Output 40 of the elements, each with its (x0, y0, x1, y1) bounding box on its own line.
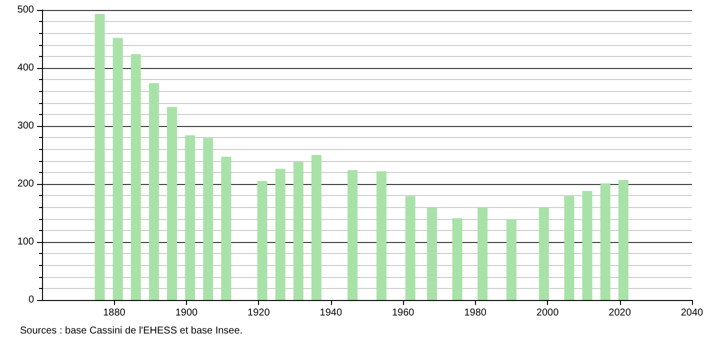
bar (600, 183, 610, 300)
x-tick-label: 1980 (464, 308, 487, 318)
bar (506, 219, 516, 300)
y-tick-label: 0 (28, 294, 34, 306)
y-tick-label: 400 (17, 62, 34, 74)
bar (376, 171, 386, 300)
bar (582, 190, 592, 300)
x-tick-label: 1960 (392, 308, 415, 318)
x-tick-label: 2040 (680, 308, 704, 318)
x-tick-label: 1920 (248, 308, 270, 318)
bar (94, 14, 105, 300)
bar (167, 106, 177, 300)
y-tick-label: 300 (17, 120, 34, 132)
bar (618, 180, 628, 300)
bar (427, 207, 437, 300)
bar (221, 156, 232, 300)
bar (203, 138, 214, 300)
bar (538, 207, 549, 300)
bar (112, 38, 123, 300)
bar (130, 54, 141, 300)
bar (348, 170, 358, 300)
bar (293, 162, 304, 300)
x-tick-label: 2000 (536, 308, 560, 318)
y-tick-label: 100 (17, 236, 34, 248)
x-tick-label: 1880 (103, 308, 126, 318)
bar (452, 218, 462, 300)
x-tick-label: 1900 (175, 308, 198, 318)
bar (257, 181, 268, 300)
bar (185, 135, 196, 300)
y-tick-label: 200 (17, 178, 34, 190)
bar (405, 196, 416, 300)
bar (275, 168, 286, 300)
source-note: Sources : base Cassini de l'EHESS et base Insee. (20, 326, 243, 336)
bar (148, 83, 159, 300)
x-tick-label: 2020 (608, 308, 632, 318)
y-tick-label: 500 (17, 4, 34, 16)
bar (564, 196, 574, 300)
bar (311, 155, 322, 300)
x-tick-label: 1940 (320, 308, 342, 318)
bar (478, 207, 488, 300)
